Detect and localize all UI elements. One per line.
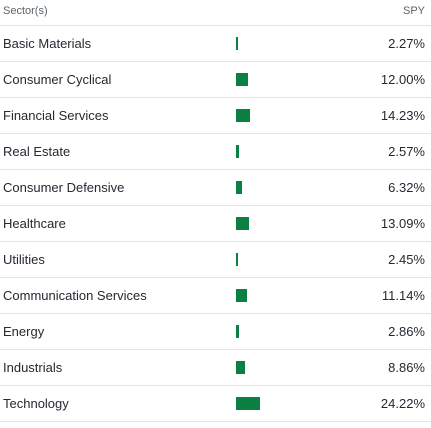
table-row: Basic Materials 2.27% xyxy=(0,26,431,62)
sector-name: Communication Services xyxy=(3,288,147,303)
weight-value: 11.14% xyxy=(381,288,425,303)
sector-name: Technology xyxy=(3,396,69,411)
fund-column-header: SPY xyxy=(402,5,425,17)
weight-value: 2.45% xyxy=(388,252,425,267)
weight-value: 2.57% xyxy=(388,144,425,159)
table-body: Basic Materials 2.27% Consumer Cyclical 12.… xyxy=(0,26,431,422)
table-row: Consumer Defensive 6.32% xyxy=(0,170,431,206)
table-row: Communication Services 11.14% xyxy=(0,278,431,314)
table-row: Energy 2.86% xyxy=(0,314,431,350)
sector-name: Healthcare xyxy=(3,216,66,231)
weight-bar xyxy=(236,37,239,50)
sector-name: Industrials xyxy=(3,360,63,375)
sector-column-header: Sector(s) xyxy=(3,5,48,17)
weight-value: 13.09% xyxy=(380,216,425,231)
table-row: Consumer Cyclical 12.00% xyxy=(0,62,431,98)
table-row: Technology 24.22% xyxy=(0,386,431,422)
sector-name: Basic Materials xyxy=(3,36,92,51)
weight-bar xyxy=(236,181,243,194)
table-row: Utilities 2.45% xyxy=(0,242,431,278)
weight-bar xyxy=(236,217,249,230)
weight-bar xyxy=(236,361,245,374)
table-row: Healthcare 13.09% xyxy=(0,206,431,242)
weight-value: 6.32% xyxy=(388,180,425,195)
weight-bar xyxy=(236,145,239,158)
sector-name: Financial Services xyxy=(3,108,109,123)
weight-bar xyxy=(236,73,248,86)
sector-name: Energy xyxy=(3,324,45,339)
sector-name: Consumer Defensive xyxy=(3,180,125,195)
weight-bar xyxy=(236,253,239,266)
weight-value: 14.23% xyxy=(380,108,425,123)
sector-name: Utilities xyxy=(3,252,45,267)
weight-bar xyxy=(236,397,260,410)
table-header: Sector(s) SPY xyxy=(0,0,431,26)
sector-name: Consumer Cyclical xyxy=(3,72,112,87)
table-row: Financial Services 14.23% xyxy=(0,98,431,134)
weight-value: 2.27% xyxy=(388,36,425,51)
table-row: Real Estate 2.57% xyxy=(0,134,431,170)
weight-bar xyxy=(236,109,251,122)
weight-value: 12.00% xyxy=(380,72,425,87)
weight-value: 24.22% xyxy=(380,396,425,411)
weight-bar xyxy=(236,289,248,302)
sector-name: Real Estate xyxy=(3,144,71,159)
table-row: Industrials 8.86% xyxy=(0,350,431,386)
weight-value: 2.86% xyxy=(388,324,425,339)
weight-value: 8.86% xyxy=(388,360,425,375)
weight-bar xyxy=(236,325,239,338)
